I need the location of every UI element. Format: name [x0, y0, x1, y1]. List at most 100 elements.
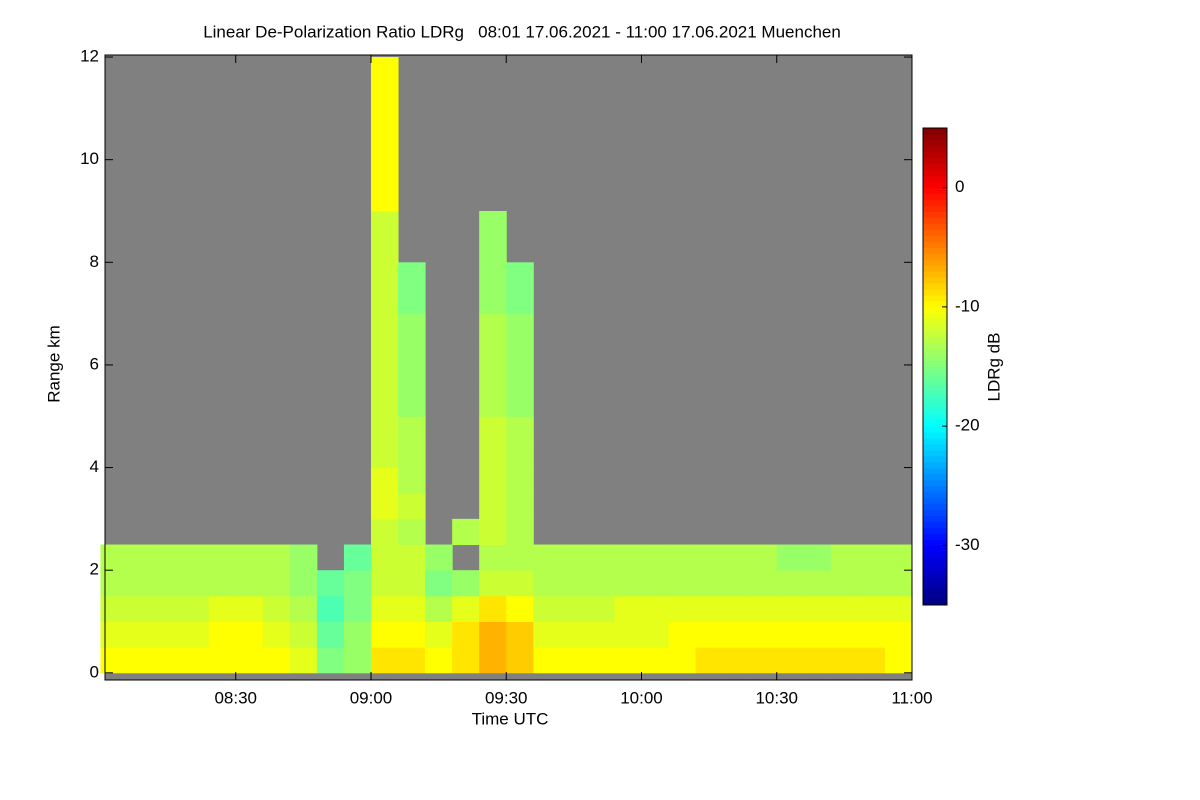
heatmap-cell: [560, 595, 588, 623]
heatmap-cell: [749, 544, 778, 571]
heatmap-cell: [479, 313, 507, 340]
heatmap-cell: [479, 287, 507, 315]
heatmap-cell: [316, 621, 345, 648]
heatmap-cell: [722, 621, 751, 648]
colorbar-segment: [923, 151, 947, 159]
heatmap-cell: [289, 595, 318, 623]
colorbar-segment: [923, 199, 947, 207]
colorbar-segment: [923, 396, 947, 403]
heatmap-cell: [776, 544, 805, 571]
heatmap-cell: [181, 544, 210, 571]
heatmap-cell: [506, 313, 534, 340]
heatmap-cell: [181, 647, 210, 674]
colorbar-segment: [923, 414, 947, 421]
heatmap-cell: [884, 621, 913, 648]
heatmap-cell: [370, 210, 399, 238]
heatmap-cell: [614, 621, 642, 648]
colorbar-segment: [923, 479, 947, 487]
heatmap-cell: [479, 544, 507, 571]
heatmap-cell: [370, 108, 399, 135]
colorbar-segment: [923, 163, 947, 171]
heatmap-cell: [614, 544, 642, 571]
heatmap-cell: [533, 621, 561, 648]
colorbar-segment: [923, 461, 947, 469]
heatmap-cell: [533, 570, 561, 597]
colorbar-segment: [923, 593, 947, 600]
heatmap-cell: [587, 595, 615, 623]
colorbar-segment: [923, 509, 947, 517]
heatmap-cell: [398, 313, 426, 340]
colorbar-tick-label: 0: [955, 177, 964, 196]
heatmap-cell: [208, 570, 237, 597]
chart-title: Linear De-Polarization Ratio LDRg 08:01 …: [203, 22, 841, 41]
heatmap-cell: [262, 595, 291, 623]
colorbar-frame: [922, 127, 948, 606]
colorbar-segment: [923, 587, 947, 594]
heatmap-cell: [425, 544, 453, 571]
colorbar-segment: [923, 247, 947, 254]
colorbar-segment: [923, 211, 947, 218]
heatmap-cell: [343, 570, 372, 597]
heatmap-cell: [154, 595, 183, 623]
heatmap-cell: [506, 647, 534, 674]
colorbar-segment: [923, 467, 947, 475]
heatmap-cell: [235, 621, 264, 648]
colorbar-segment: [923, 515, 947, 523]
heatmap-cell: [776, 647, 805, 674]
heatmap-cell: [506, 570, 534, 597]
heatmap-cell: [614, 570, 642, 597]
heatmap-cell: [506, 287, 534, 315]
heatmap-cell: [479, 467, 507, 494]
y-tick-label: 0: [90, 662, 99, 681]
heatmap-cell: [398, 262, 426, 289]
heatmap-cell: [857, 595, 886, 623]
heatmap-cell: [506, 493, 534, 520]
heatmap-cell: [425, 595, 453, 623]
heatmap-cell: [398, 390, 426, 417]
colorbar-segment: [923, 360, 947, 367]
heatmap-cell: [776, 621, 805, 648]
colorbar-segment: [923, 539, 947, 546]
heatmap-cell: [425, 621, 453, 648]
colorbar-segment: [923, 402, 947, 409]
heatmap-cell: [479, 647, 507, 674]
heatmap-cell: [208, 544, 237, 571]
heatmap-cell: [127, 621, 156, 648]
heatmap-cell: [262, 570, 291, 597]
heatmap-cell: [398, 339, 426, 366]
heatmap-cell: [479, 364, 507, 392]
colorbar-segment: [923, 491, 947, 499]
heatmap-cell: [830, 570, 859, 597]
heatmap-cell: [641, 570, 670, 597]
heatmap-cell: [506, 544, 534, 571]
heatmap-cell: [587, 544, 615, 571]
heatmap-cell: [370, 467, 399, 494]
colorbar-segment: [923, 128, 947, 135]
colorbar-segment: [923, 181, 947, 189]
heatmap-cell: [668, 570, 697, 597]
colorbar-segment: [923, 223, 947, 230]
heatmap-cell: [884, 544, 913, 571]
heatmap-cell: [695, 647, 724, 674]
heatmap-cell: [127, 570, 156, 597]
heatmap-cell: [154, 621, 183, 648]
heatmap-cell: [695, 544, 724, 571]
colorbar-segment: [923, 139, 947, 147]
heatmap-cell: [884, 570, 913, 597]
heatmap-cell: [343, 544, 372, 571]
heatmap-cell: [479, 595, 507, 623]
heatmap-cell: [506, 467, 534, 494]
heatmap-cell: [370, 57, 399, 84]
heatmap-cell: [208, 595, 237, 623]
colorbar-segment: [923, 521, 947, 528]
heatmap-cell: [398, 647, 426, 674]
heatmap-cell: [343, 621, 372, 648]
heatmap-cell: [479, 570, 507, 597]
colorbar-segment: [923, 581, 947, 588]
heatmap-cell: [641, 621, 670, 648]
colorbar-segment: [923, 390, 947, 397]
heatmap-cell: [560, 647, 588, 674]
heatmap-cell: [749, 621, 778, 648]
heatmap-cell: [154, 570, 183, 597]
